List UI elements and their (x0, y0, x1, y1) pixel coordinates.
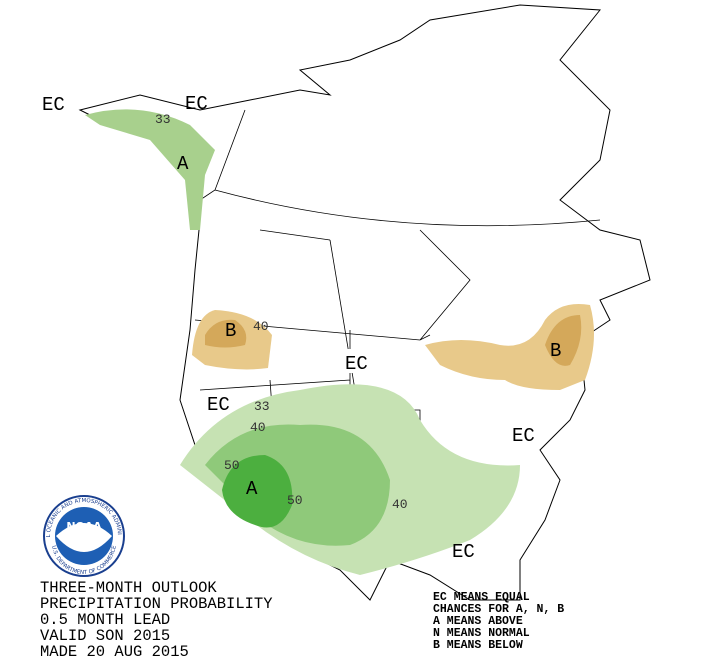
region-label: EC (345, 353, 368, 375)
below-region (545, 315, 582, 366)
contour-label: 50 (224, 458, 240, 473)
legend-line: N MEANS NORMAL (433, 627, 530, 640)
title-line: PRECIPITATION PROBABILITY (40, 595, 273, 613)
title-line: VALID SON 2015 (40, 627, 170, 645)
above-region (222, 455, 293, 528)
contour-label: 40 (253, 319, 269, 334)
logo-text: NOAA (66, 520, 102, 533)
contour-labels: 33 40 33 40 50 50 40 (155, 112, 408, 512)
region-label: EC (207, 394, 230, 416)
contour-label: 33 (254, 399, 270, 414)
title-line: 0.5 MONTH LEAD (40, 611, 170, 629)
contour-label: 40 (250, 420, 266, 435)
region-label: A (177, 153, 189, 175)
legend-line: EC MEANS EQUAL (433, 591, 530, 604)
contour-label: 50 (287, 493, 303, 508)
region-label: EC (185, 93, 208, 115)
region-label: EC (512, 425, 535, 447)
above-region (85, 109, 215, 230)
contour-label: 40 (392, 497, 408, 512)
title-line: MADE 20 AUG 2015 (40, 643, 189, 661)
legend: EC MEANS EQUAL CHANCES FOR A, N, B A MEA… (433, 591, 564, 652)
region-label: B (550, 340, 561, 362)
legend-line: B MEANS BELOW (433, 639, 523, 652)
title-line: THREE-MONTH OUTLOOK (40, 579, 217, 597)
legend-line: CHANCES FOR A, N, B (433, 603, 564, 616)
above-region (205, 424, 390, 546)
contour-label: 33 (155, 112, 171, 127)
below-region (205, 319, 247, 348)
title-block: THREE-MONTH OUTLOOK PRECIPITATION PROBAB… (40, 579, 273, 661)
region-labels: EC EC EC EC EC EC A A B B (42, 93, 561, 563)
logo-gull (56, 523, 112, 552)
region-label: EC (452, 541, 475, 563)
legend-line: A MEANS ABOVE (433, 615, 523, 628)
label-box (338, 349, 384, 373)
region-label: B (225, 320, 236, 342)
region-label: A (246, 478, 258, 500)
region-label: EC (42, 94, 65, 116)
below-region (425, 304, 594, 390)
probability-shading (85, 109, 594, 575)
